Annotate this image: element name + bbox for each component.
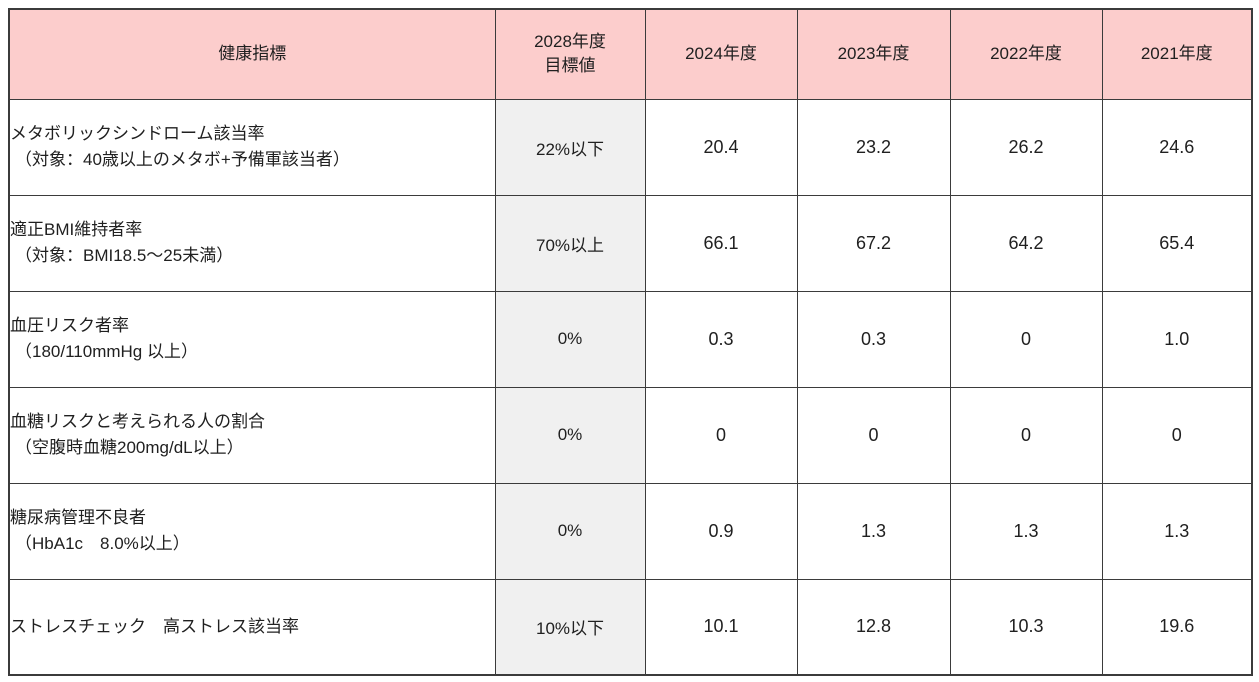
indicator-cell: ストレスチェック 高ストレス該当率: [8, 578, 496, 676]
indicator-cell: 適正BMI維持者率 （対象：BMI18.5～25未満）: [8, 194, 496, 292]
value-cell-2023: 0: [796, 386, 951, 484]
indicator-detail: （HbA1c 8.0%以上）: [15, 534, 190, 553]
column-header-indicator: 健康指標: [8, 8, 496, 100]
column-header-year-2021: 2021年度: [1101, 8, 1253, 100]
column-header-year-2024: 2024年度: [644, 8, 798, 100]
value-cell-2024: 66.1: [644, 194, 798, 292]
value-cell-2023: 12.8: [796, 578, 951, 676]
target-value-cell: 0%: [494, 386, 646, 484]
health-indicators-table: 健康指標 2028年度 目標値 2024年度 2023年度 2022年度 202…: [8, 8, 1253, 676]
indicator-cell: 血圧リスク者率 （180/110mmHg 以上）: [8, 290, 496, 388]
indicator-name: 血圧リスク者率: [10, 316, 129, 335]
table-row-stress-check: ストレスチェック 高ストレス該当率 10%以下 10.1 12.8 10.3 1…: [8, 578, 1253, 676]
indicator-detail: （空腹時血糖200mg/dL以上）: [15, 438, 244, 457]
value-cell-2022: 26.2: [949, 98, 1103, 196]
value-cell-2024: 0.3: [644, 290, 798, 388]
indicator-cell: 血糖リスクと考えられる人の割合 （空腹時血糖200mg/dL以上）: [8, 386, 496, 484]
value-cell-2024: 0: [644, 386, 798, 484]
value-cell-2021: 1.0: [1101, 290, 1253, 388]
indicator-detail: （対象：BMI18.5～25未満）: [15, 246, 234, 265]
value-cell-2021: 1.3: [1101, 482, 1253, 580]
indicator-cell: メタボリックシンドローム該当率 （対象：40歳以上のメタボ+予備軍該当者）: [8, 98, 496, 196]
table-header-row: 健康指標 2028年度 目標値 2024年度 2023年度 2022年度 202…: [8, 8, 1253, 100]
target-value-cell: 0%: [494, 482, 646, 580]
column-header-year-2023: 2023年度: [796, 8, 951, 100]
value-cell-2022: 1.3: [949, 482, 1103, 580]
indicator-name: 血糖リスクと考えられる人の割合: [10, 412, 265, 431]
value-cell-2023: 0.3: [796, 290, 951, 388]
indicator-name: 適正BMI維持者率: [10, 220, 143, 239]
value-cell-2024: 0.9: [644, 482, 798, 580]
value-cell-2024: 20.4: [644, 98, 798, 196]
indicator-cell: 糖尿病管理不良者 （HbA1c 8.0%以上）: [8, 482, 496, 580]
target-value-cell: 10%以下: [494, 578, 646, 676]
target-value-cell: 70%以上: [494, 194, 646, 292]
value-cell-2021: 0: [1101, 386, 1253, 484]
table-row-metabolic: メタボリックシンドローム該当率 （対象：40歳以上のメタボ+予備軍該当者） 22…: [8, 98, 1253, 196]
indicator-name: ストレスチェック 高ストレス該当率: [10, 616, 299, 636]
value-cell-2022: 64.2: [949, 194, 1103, 292]
value-cell-2023: 1.3: [796, 482, 951, 580]
indicator-detail: （対象：40歳以上のメタボ+予備軍該当者）: [15, 150, 350, 169]
target-value-cell: 0%: [494, 290, 646, 388]
value-cell-2022: 0: [949, 290, 1103, 388]
table-row-bmi: 適正BMI維持者率 （対象：BMI18.5～25未満） 70%以上 66.1 6…: [8, 194, 1253, 292]
value-cell-2021: 65.4: [1101, 194, 1253, 292]
table-row-blood-sugar: 血糖リスクと考えられる人の割合 （空腹時血糖200mg/dL以上） 0% 0 0…: [8, 386, 1253, 484]
indicator-name: 糖尿病管理不良者: [10, 508, 146, 527]
column-header-year-2022: 2022年度: [949, 8, 1103, 100]
target-value-cell: 22%以下: [494, 98, 646, 196]
table-row-blood-pressure: 血圧リスク者率 （180/110mmHg 以上） 0% 0.3 0.3 0 1.…: [8, 290, 1253, 388]
value-cell-2021: 19.6: [1101, 578, 1253, 676]
value-cell-2022: 10.3: [949, 578, 1103, 676]
value-cell-2023: 67.2: [796, 194, 951, 292]
indicator-name: メタボリックシンドローム該当率: [10, 124, 265, 143]
value-cell-2023: 23.2: [796, 98, 951, 196]
table-row-diabetes: 糖尿病管理不良者 （HbA1c 8.0%以上） 0% 0.9 1.3 1.3 1…: [8, 482, 1253, 580]
column-header-target: 2028年度 目標値: [494, 8, 646, 100]
indicator-detail: （180/110mmHg 以上）: [15, 342, 198, 361]
value-cell-2021: 24.6: [1101, 98, 1253, 196]
value-cell-2024: 10.1: [644, 578, 798, 676]
value-cell-2022: 0: [949, 386, 1103, 484]
